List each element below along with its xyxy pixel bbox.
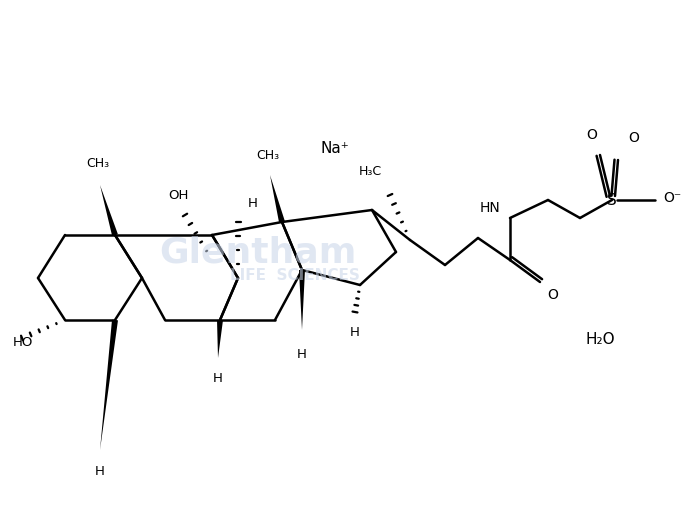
Text: H: H xyxy=(213,372,223,385)
Text: O: O xyxy=(587,128,597,142)
Polygon shape xyxy=(270,175,285,223)
Text: H: H xyxy=(297,348,307,361)
Polygon shape xyxy=(100,185,118,236)
Polygon shape xyxy=(217,320,223,358)
Text: OH: OH xyxy=(168,189,188,202)
Text: H: H xyxy=(95,465,105,478)
Text: CH₃: CH₃ xyxy=(256,149,280,162)
Text: HN: HN xyxy=(480,201,500,215)
Text: H: H xyxy=(350,326,360,339)
Text: S: S xyxy=(607,192,617,207)
Text: O: O xyxy=(628,131,639,145)
Text: O: O xyxy=(547,288,558,302)
Text: LIFE  SCIENCES: LIFE SCIENCES xyxy=(230,267,360,282)
Text: Glentham: Glentham xyxy=(159,235,356,269)
Text: H: H xyxy=(248,197,258,210)
Polygon shape xyxy=(100,320,118,450)
Text: O⁻: O⁻ xyxy=(663,191,681,205)
Text: HO: HO xyxy=(13,335,33,348)
Text: CH₃: CH₃ xyxy=(86,157,109,170)
Polygon shape xyxy=(299,270,305,330)
Text: Na⁺: Na⁺ xyxy=(321,140,349,155)
Text: H₂O: H₂O xyxy=(585,332,615,347)
Text: H₃C: H₃C xyxy=(359,165,382,178)
